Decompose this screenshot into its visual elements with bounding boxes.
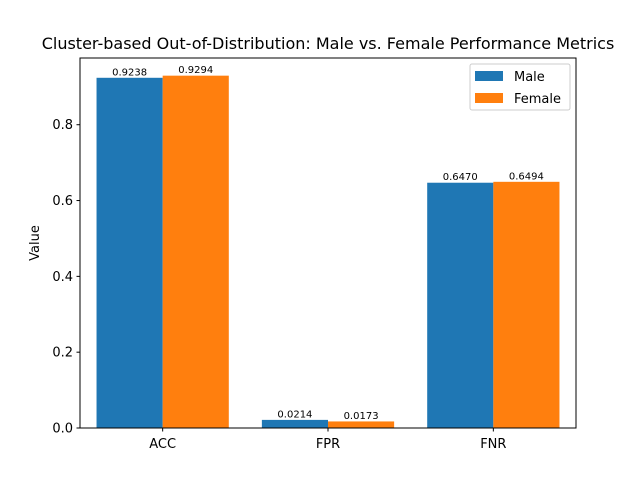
data-label-female-fnr: 0.6494 — [509, 171, 544, 182]
legend-swatch-female — [475, 93, 503, 103]
legend-label-male: Male — [514, 70, 545, 85]
data-labels-group: 0.9238 0.9294 0.0214 0.0173 0.6470 0.6494 — [112, 65, 544, 422]
data-label-male-acc: 0.9238 — [112, 67, 147, 78]
x-tick-label-fnr: FNR — [480, 437, 506, 452]
legend-label-female: Female — [514, 92, 561, 107]
bar-male-fpr — [261, 419, 328, 428]
y-axis-label: Value — [28, 225, 43, 261]
y-tick-label: 0.4 — [52, 270, 73, 285]
y-axis: 0.0 0.2 0.4 0.6 0.8 — [52, 118, 80, 437]
data-label-female-fpr: 0.0173 — [344, 411, 379, 422]
y-tick-label: 0.0 — [52, 422, 73, 437]
bar-female-fnr — [493, 181, 560, 428]
bar-female-acc — [162, 75, 229, 428]
x-axis: ACC FPR FNR — [149, 428, 506, 452]
y-tick-label: 0.8 — [52, 118, 73, 133]
bar-male-acc — [96, 77, 163, 428]
chart-title: Cluster-based Out-of-Distribution: Male … — [42, 34, 615, 53]
legend-swatch-male — [475, 71, 503, 81]
bar-male-fnr — [427, 182, 494, 428]
bar-female-fpr — [328, 421, 395, 428]
y-tick-label: 0.6 — [52, 194, 73, 209]
data-label-male-fpr: 0.0214 — [277, 409, 312, 420]
data-label-male-fnr: 0.6470 — [443, 172, 478, 183]
x-tick-label-acc: ACC — [149, 437, 176, 452]
bars-group — [96, 75, 560, 428]
data-label-female-acc: 0.9294 — [178, 65, 213, 76]
y-tick-label: 0.2 — [52, 346, 73, 361]
legend: Male Female — [469, 63, 571, 111]
x-tick-label-fpr: FPR — [316, 437, 340, 452]
